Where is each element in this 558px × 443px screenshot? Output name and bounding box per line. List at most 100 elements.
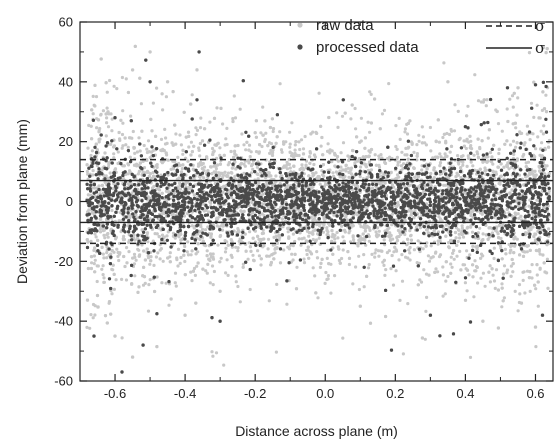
data-point <box>423 337 427 341</box>
data-point <box>359 116 363 120</box>
data-point <box>544 110 549 114</box>
data-point <box>179 255 183 260</box>
data-point <box>452 129 457 133</box>
data-point <box>490 155 494 159</box>
data-point <box>90 149 94 153</box>
data-point <box>326 142 330 146</box>
data-point <box>347 175 351 179</box>
data-point <box>473 259 477 263</box>
data-point <box>266 144 270 148</box>
data-point <box>429 171 433 176</box>
data-point <box>464 146 468 151</box>
data-point <box>206 262 210 266</box>
data-point <box>429 149 433 153</box>
data-point <box>267 254 271 258</box>
data-point <box>148 278 152 282</box>
data-point <box>398 298 402 302</box>
data-point <box>198 126 203 130</box>
data-point <box>222 363 226 367</box>
data-point <box>285 160 289 164</box>
data-point <box>353 161 357 165</box>
data-point <box>436 270 440 274</box>
data-point <box>223 250 228 254</box>
data-point <box>121 109 125 113</box>
data-point <box>473 73 477 77</box>
data-point <box>308 151 312 155</box>
data-point <box>138 161 142 165</box>
data-point <box>233 116 238 120</box>
data-point <box>528 289 532 293</box>
data-point <box>519 301 524 305</box>
data-point <box>501 299 505 303</box>
data-point <box>479 256 483 260</box>
data-point <box>125 261 129 265</box>
data-point <box>120 336 124 340</box>
data-point <box>471 263 475 267</box>
data-point <box>325 226 329 230</box>
data-point <box>95 148 99 152</box>
data-point <box>211 283 215 287</box>
data-point <box>538 267 542 271</box>
data-point <box>266 237 271 241</box>
data-point <box>258 143 262 147</box>
data-point <box>101 109 105 113</box>
data-point <box>532 234 536 239</box>
data-point <box>187 187 191 191</box>
data-point <box>102 256 106 260</box>
data-point <box>306 248 310 252</box>
data-point <box>115 247 119 251</box>
data-point <box>365 274 369 278</box>
data-point <box>382 263 386 267</box>
data-point <box>362 253 366 257</box>
data-point <box>303 134 307 139</box>
data-point <box>542 124 546 128</box>
data-point <box>390 223 394 227</box>
data-point <box>492 256 496 261</box>
data-point <box>535 263 539 267</box>
data-point <box>351 282 355 286</box>
data-point <box>318 182 322 186</box>
data-point <box>236 143 240 148</box>
data-point <box>493 286 497 290</box>
data-point <box>335 230 339 235</box>
data-point <box>495 109 499 114</box>
data-point <box>197 162 201 166</box>
data-point <box>523 141 527 145</box>
data-point <box>176 264 180 268</box>
data-point <box>465 164 469 168</box>
data-point <box>268 151 272 155</box>
data-point <box>109 142 113 146</box>
data-point <box>468 146 472 150</box>
data-point <box>92 262 96 266</box>
data-point <box>251 236 255 240</box>
data-point <box>532 115 536 119</box>
data-point <box>329 291 333 295</box>
data-point <box>157 235 161 239</box>
data-point <box>301 152 306 156</box>
data-point <box>450 129 454 133</box>
data-point <box>205 254 209 258</box>
data-point <box>293 239 297 244</box>
data-point <box>94 95 99 99</box>
data-point <box>395 147 399 151</box>
data-point <box>481 271 485 275</box>
data-point <box>192 144 196 148</box>
data-point <box>444 279 448 283</box>
data-point <box>236 249 240 253</box>
data-point <box>120 146 124 150</box>
data-point <box>112 272 116 276</box>
data-point <box>312 217 316 222</box>
data-point <box>542 261 546 265</box>
data-point <box>187 145 191 149</box>
data-point <box>406 256 410 260</box>
data-point <box>528 198 532 202</box>
data-point <box>512 91 516 95</box>
data-point <box>479 276 483 280</box>
data-point <box>394 144 398 149</box>
data-point <box>230 171 234 175</box>
data-point <box>230 166 234 170</box>
data-point <box>231 119 235 124</box>
data-point <box>547 145 551 149</box>
data-point <box>315 256 320 260</box>
data-point <box>261 133 265 137</box>
